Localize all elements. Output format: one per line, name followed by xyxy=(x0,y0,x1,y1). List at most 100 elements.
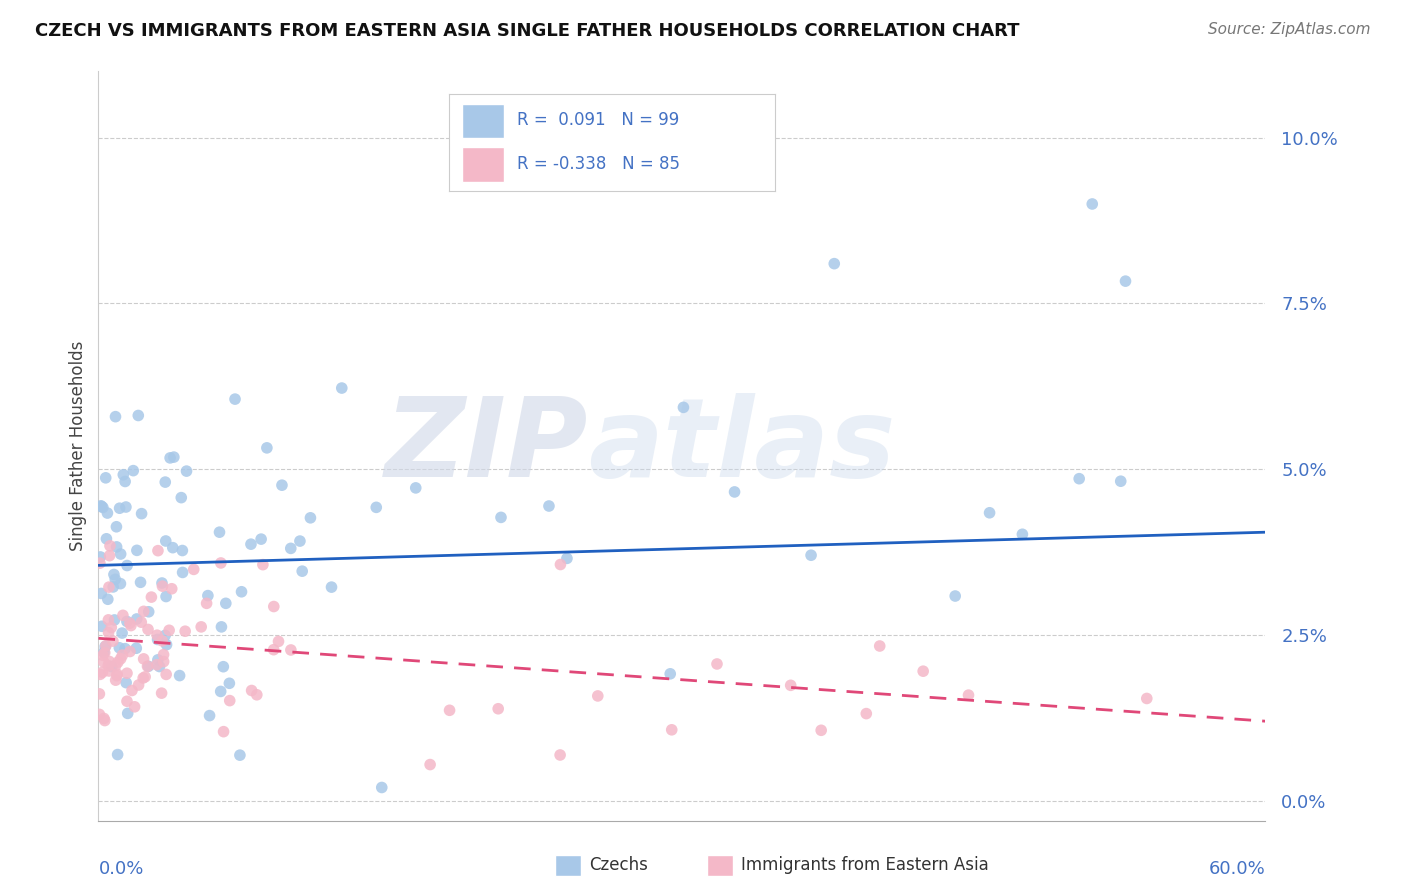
Point xyxy=(172,543,194,558)
Point xyxy=(160,582,183,596)
Point xyxy=(212,724,235,739)
Point xyxy=(659,666,682,681)
Point xyxy=(197,589,219,603)
Point xyxy=(280,643,302,657)
Point xyxy=(108,501,131,516)
Point xyxy=(132,671,155,685)
Point xyxy=(129,615,152,630)
Point xyxy=(104,673,127,688)
Point xyxy=(146,657,169,672)
Point xyxy=(146,543,169,558)
Point xyxy=(250,532,273,546)
Point xyxy=(152,655,174,669)
Point xyxy=(148,659,170,673)
Point xyxy=(162,541,184,555)
Y-axis label: Single Father Households: Single Father Households xyxy=(69,341,87,551)
Point xyxy=(89,556,111,570)
Point xyxy=(97,625,120,640)
Point xyxy=(110,651,132,665)
Point xyxy=(263,599,285,614)
Point xyxy=(299,511,322,525)
Point xyxy=(555,551,578,566)
Point xyxy=(105,668,128,682)
Point xyxy=(112,467,135,482)
Point xyxy=(823,257,845,271)
Point xyxy=(172,566,194,580)
Point xyxy=(366,500,388,515)
Point xyxy=(89,549,111,564)
Point xyxy=(190,620,212,634)
Point xyxy=(239,537,262,551)
Point xyxy=(195,596,218,610)
Point xyxy=(89,687,111,701)
Point xyxy=(132,652,155,666)
Point xyxy=(120,618,142,632)
Point xyxy=(107,655,129,669)
Point xyxy=(439,703,461,717)
Point xyxy=(240,683,263,698)
Point xyxy=(548,747,571,762)
Point xyxy=(125,543,148,558)
Point xyxy=(111,608,134,623)
Point xyxy=(110,576,132,591)
Text: Czechs: Czechs xyxy=(589,856,648,874)
Point xyxy=(115,666,138,681)
Point xyxy=(153,628,176,642)
Point xyxy=(155,638,177,652)
Point xyxy=(271,478,294,492)
Point xyxy=(169,668,191,682)
Point xyxy=(124,699,146,714)
Text: 60.0%: 60.0% xyxy=(1209,860,1265,878)
Point xyxy=(146,653,169,667)
Point xyxy=(291,564,314,578)
Point xyxy=(90,586,112,600)
Point xyxy=(183,562,205,576)
Point xyxy=(550,558,572,572)
Point xyxy=(231,584,253,599)
FancyBboxPatch shape xyxy=(707,855,733,876)
Point xyxy=(108,640,131,655)
Point xyxy=(103,613,125,627)
Point xyxy=(405,481,427,495)
Point xyxy=(150,576,173,591)
Point xyxy=(215,596,238,610)
Text: Source: ZipAtlas.com: Source: ZipAtlas.com xyxy=(1208,22,1371,37)
Point xyxy=(90,500,112,514)
Point xyxy=(150,634,173,648)
Text: atlas: atlas xyxy=(589,392,896,500)
Point xyxy=(98,539,121,553)
Point xyxy=(159,450,181,465)
Point xyxy=(125,612,148,626)
Point xyxy=(174,624,197,639)
Point xyxy=(136,623,159,637)
Point xyxy=(136,659,159,673)
Point xyxy=(170,491,193,505)
Point xyxy=(489,510,512,524)
Point xyxy=(672,401,695,415)
Point xyxy=(121,683,143,698)
Point xyxy=(118,644,141,658)
Point xyxy=(855,706,877,721)
Point xyxy=(152,648,174,662)
Point xyxy=(122,464,145,478)
Point xyxy=(97,580,120,594)
Point xyxy=(176,464,198,478)
Point xyxy=(96,506,118,520)
Point xyxy=(90,499,112,513)
Point xyxy=(209,620,232,634)
Point xyxy=(132,604,155,618)
Point xyxy=(1136,691,1159,706)
Point xyxy=(537,499,560,513)
Point xyxy=(97,658,120,673)
Point xyxy=(101,634,124,648)
Point xyxy=(252,558,274,572)
Point xyxy=(146,632,169,647)
Point xyxy=(105,540,128,554)
Point xyxy=(1069,472,1091,486)
Point xyxy=(321,580,343,594)
Point xyxy=(138,605,160,619)
Point xyxy=(661,723,683,737)
Point xyxy=(115,675,138,690)
Point xyxy=(419,757,441,772)
Point xyxy=(115,694,138,708)
